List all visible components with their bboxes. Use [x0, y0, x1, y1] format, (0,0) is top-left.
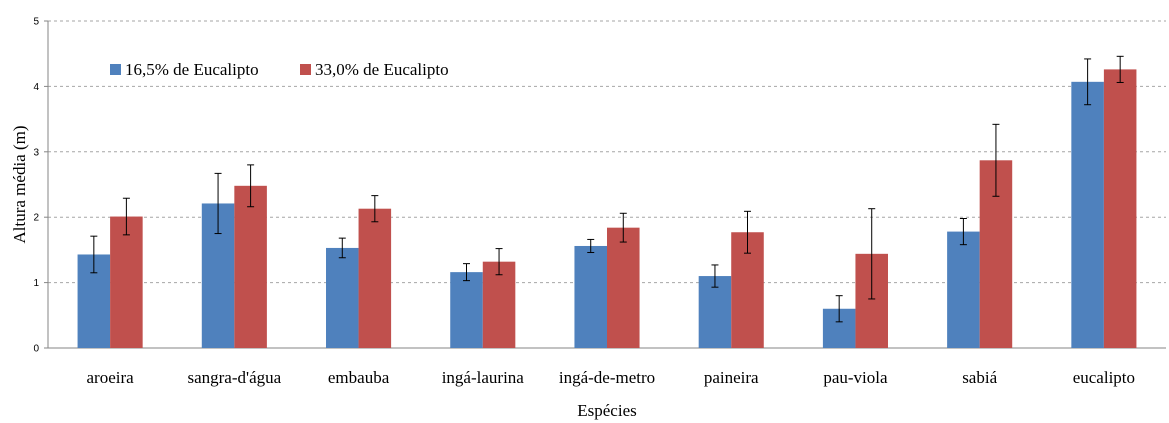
y-tick-label-3: 3 [33, 147, 39, 158]
bar-eucalipto-series-2 [1103, 69, 1137, 349]
bar-aroeira-series-2 [110, 216, 143, 348]
x-tick-label-ingá-laurina: ingá-laurina [442, 368, 525, 387]
y-tick-labels: 0 1 2 3 4 5 [33, 17, 39, 355]
legend-label-series-2: 33,0% de Eucalipto [315, 60, 449, 79]
x-axis-title: Espécies [577, 401, 636, 420]
y-tick-label-4: 4 [33, 82, 39, 93]
bar-sabiá-series-1 [947, 231, 980, 348]
bar-ingá-de-metro-series-2 [607, 227, 640, 348]
bar-ingá-de-metro-series-1 [574, 245, 607, 348]
legend-label-series-1: 16,5% de Eucalipto [125, 60, 259, 79]
x-tick-label-pau-viola: pau-viola [823, 368, 888, 387]
bar-eucalipto-series-1 [1071, 81, 1104, 349]
y-axis-title: Altura média (m) [10, 125, 29, 243]
y-tick-label-2: 2 [33, 213, 39, 224]
legend: 16,5% de Eucalipto 33,0% de Eucalipto [110, 60, 449, 79]
x-tick-label-eucalipto: eucalipto [1073, 368, 1135, 387]
bar-sangra-d'água-series-2 [234, 185, 267, 348]
bar-ingá-laurina-series-1 [450, 272, 483, 348]
y-tick-label-5: 5 [33, 17, 39, 28]
bar-embauba-series-1 [326, 247, 359, 348]
legend-swatch-series-2 [300, 64, 311, 75]
bar-embauba-series-2 [358, 208, 392, 348]
x-tick-label-sabiá: sabiá [962, 368, 997, 387]
y-tick-label-1: 1 [33, 278, 39, 289]
bars [77, 69, 1137, 349]
bar-ingá-laurina-series-2 [482, 261, 516, 348]
x-tick-label-aroeira: aroeira [87, 368, 135, 387]
x-tick-label-embauba: embauba [328, 368, 390, 387]
x-tick-labels: aroeira sangra-d'água embauba ingá-laurina i… [87, 368, 1136, 387]
x-tick-label-ingá-de-metro: ingá-de-metro [559, 368, 655, 387]
x-tick-label-paineira: paineira [704, 368, 759, 387]
y-tick-label-0: 0 [33, 344, 39, 355]
bar-paineira-series-1 [698, 276, 732, 348]
legend-swatch-series-1 [110, 64, 121, 75]
error-bars [90, 55, 1124, 323]
x-tick-label-sangra-d'água: sangra-d'água [187, 368, 281, 387]
